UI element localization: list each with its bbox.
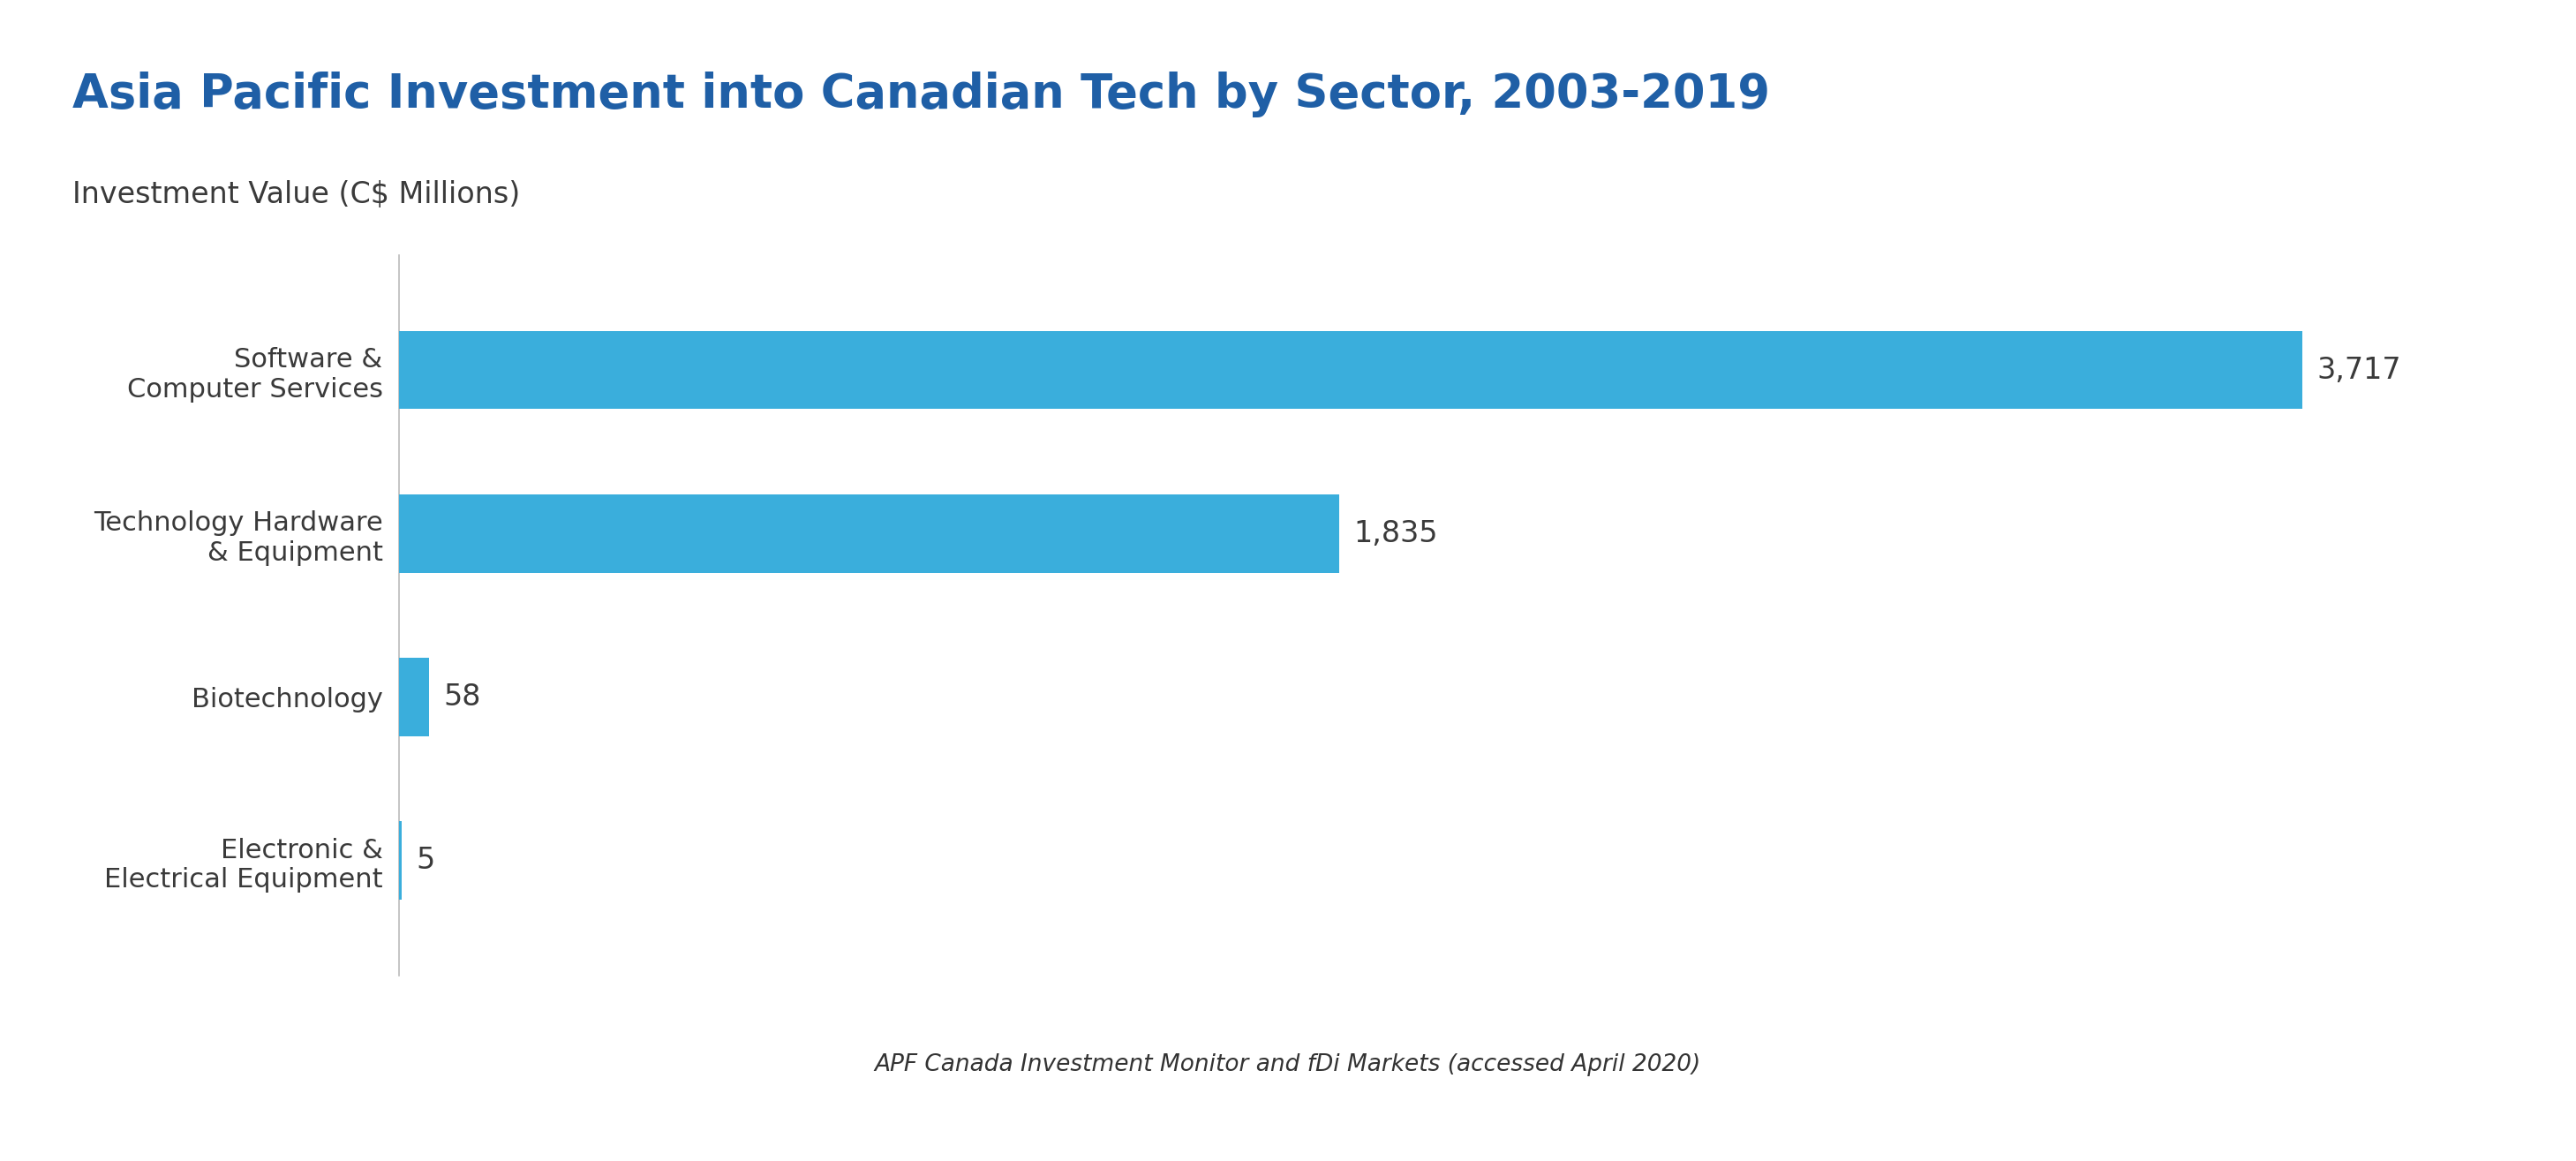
Text: 58: 58 xyxy=(443,683,482,712)
Text: 1,835: 1,835 xyxy=(1352,519,1437,548)
Text: Asia Pacific Investment into Canadian Tech by Sector, 2003-2019: Asia Pacific Investment into Canadian Te… xyxy=(72,72,1770,117)
Text: 3,717: 3,717 xyxy=(2316,355,2401,384)
Text: Investment Value (C$ Millions): Investment Value (C$ Millions) xyxy=(72,180,520,209)
Bar xyxy=(399,495,1340,572)
Text: APF Canada Investment Monitor and fDi Markets (accessed April 2020): APF Canada Investment Monitor and fDi Ma… xyxy=(876,1053,1700,1076)
Text: 5: 5 xyxy=(417,846,435,875)
Bar xyxy=(399,658,430,736)
Bar xyxy=(399,331,2303,409)
